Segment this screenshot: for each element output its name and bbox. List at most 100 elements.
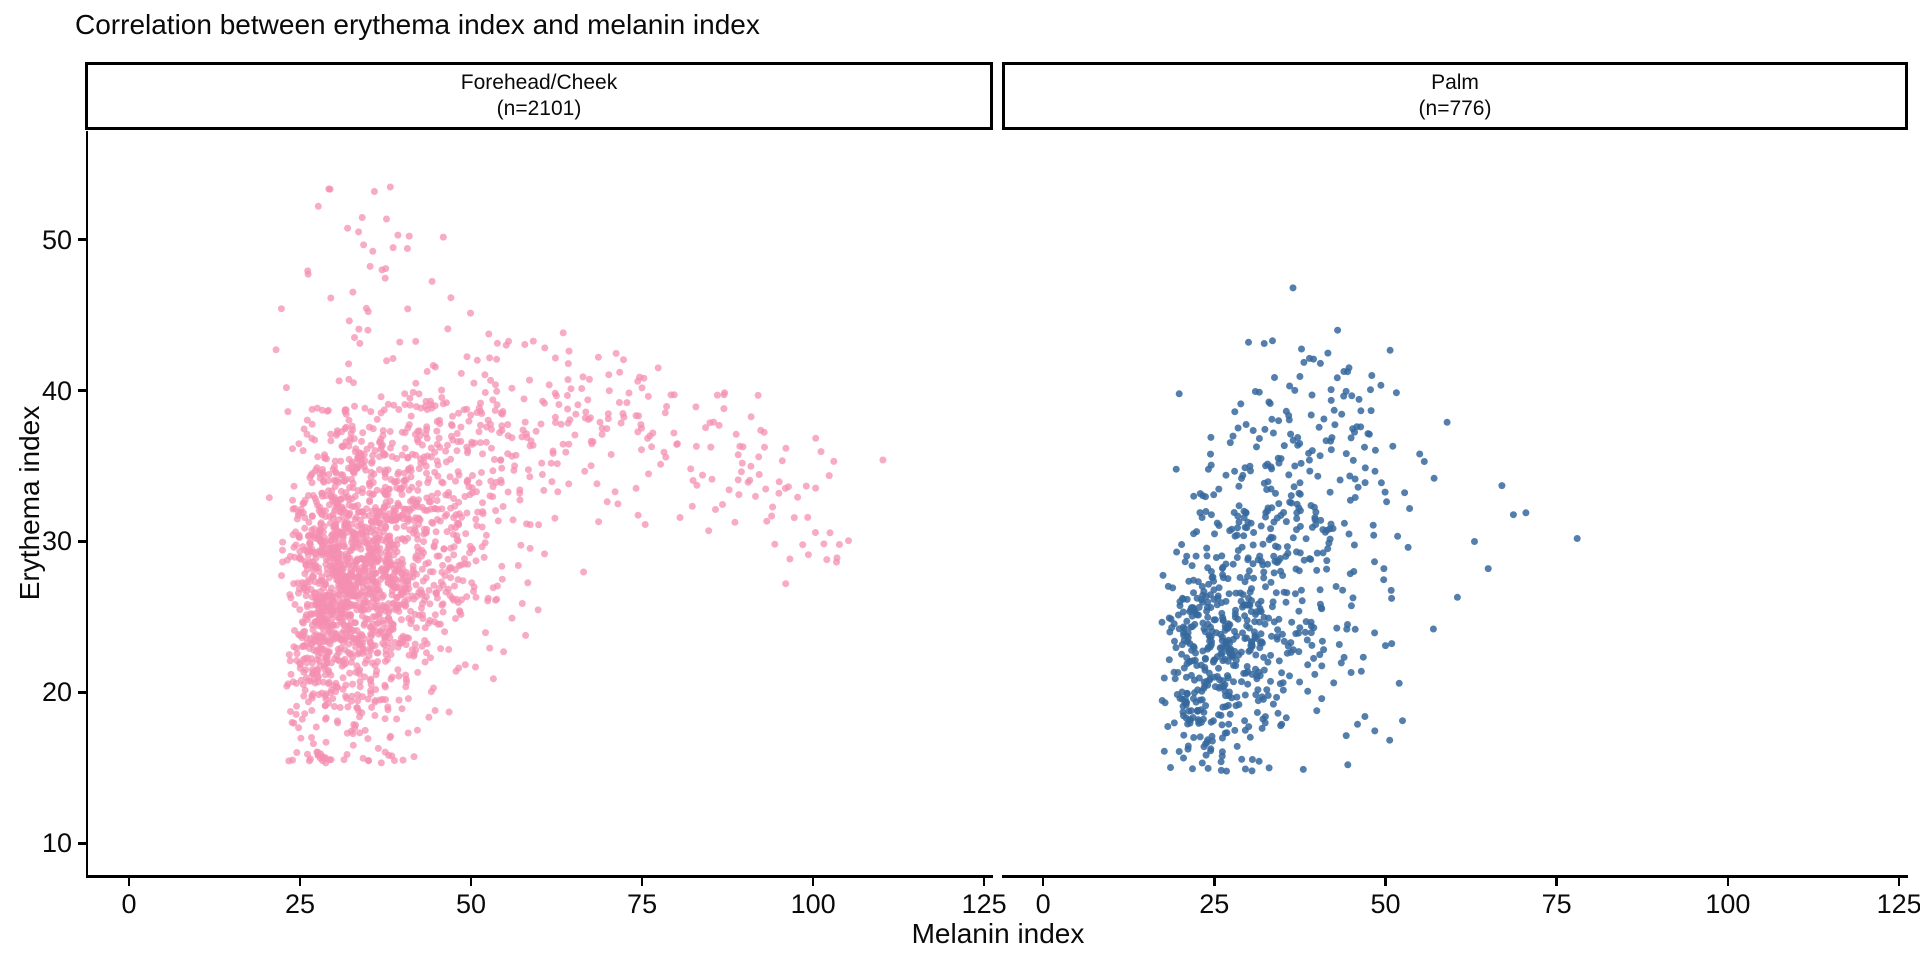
data-point [632,412,640,420]
data-point [676,514,684,521]
data-point [1324,545,1332,553]
data-point [416,432,424,440]
data-point [1201,664,1209,671]
data-point [497,476,505,484]
data-point [285,651,293,659]
data-point [447,564,455,572]
data-point [315,632,323,640]
data-point [366,639,374,647]
data-point [1222,471,1230,479]
data-point [336,508,344,516]
data-point [636,373,644,381]
data-point [1283,649,1291,657]
data-point [1283,589,1291,597]
data-point [348,539,356,546]
data-point [482,629,489,637]
data-point [645,470,652,478]
data-point [421,624,429,632]
data-point [1377,381,1385,389]
data-point [360,463,368,471]
data-point [354,668,362,676]
data-point [1169,584,1177,592]
data-point [1160,674,1168,682]
data-point [368,570,376,578]
data-point [1509,511,1517,519]
data-point [468,438,476,446]
data-point [395,696,403,704]
data-point [438,505,446,513]
data-point [406,507,414,515]
data-point [1252,651,1260,659]
data-point [325,629,333,637]
data-point [1296,678,1304,686]
data-point [1203,603,1211,611]
data-point [428,277,436,285]
data-point [1273,559,1281,566]
data-point [1280,442,1288,450]
scatter-points-forehead-cheek [265,183,887,767]
data-point [389,624,397,632]
data-point [1284,549,1292,557]
data-point [1198,514,1206,521]
data-point [670,429,678,437]
data-point [308,601,316,609]
data-point [355,325,363,333]
data-point [1278,669,1286,677]
data-point [1296,522,1304,530]
data-point [481,371,489,379]
x-tick-label: 0 [121,889,137,919]
data-point [413,624,420,632]
data-point [341,543,349,551]
data-point [1231,467,1239,475]
data-point [338,605,346,613]
data-point [565,480,573,488]
data-point [455,471,463,479]
data-point [325,471,333,478]
data-point [444,325,452,333]
data-point [482,438,490,446]
data-point [1221,655,1229,663]
data-point [1291,462,1299,470]
data-point [1225,590,1233,598]
data-point [404,305,412,313]
data-point [371,546,379,554]
data-point [457,369,465,377]
data-point [1253,709,1261,716]
data-point [1186,719,1194,727]
data-point [516,489,524,497]
data-point [581,414,589,422]
data-point [489,675,497,683]
scatter-points-palm [1158,284,1581,775]
data-point [383,552,391,560]
data-point [297,734,305,742]
data-point [319,624,327,632]
data-point [557,420,565,428]
data-point [436,517,444,525]
data-point [526,473,534,481]
data-point [1320,646,1328,654]
data-point [1323,565,1331,573]
data-point [1258,724,1266,732]
data-point [353,602,361,609]
data-point [301,655,309,662]
data-point [470,587,477,595]
data-point [377,759,385,767]
data-point [325,557,333,565]
data-point [422,574,430,582]
data-point [323,653,331,661]
data-point [1430,474,1438,482]
data-point [725,486,733,494]
data-point [708,475,716,483]
data-point [1317,516,1325,524]
data-point [308,707,316,714]
data-point [451,502,459,510]
data-point [1236,574,1244,581]
data-point [438,478,446,486]
data-point [1233,554,1241,561]
data-point [1305,456,1313,464]
data-point [661,409,669,417]
data-point [1296,440,1304,447]
data-point [1218,734,1226,742]
data-point [559,329,567,337]
data-point [347,429,355,437]
